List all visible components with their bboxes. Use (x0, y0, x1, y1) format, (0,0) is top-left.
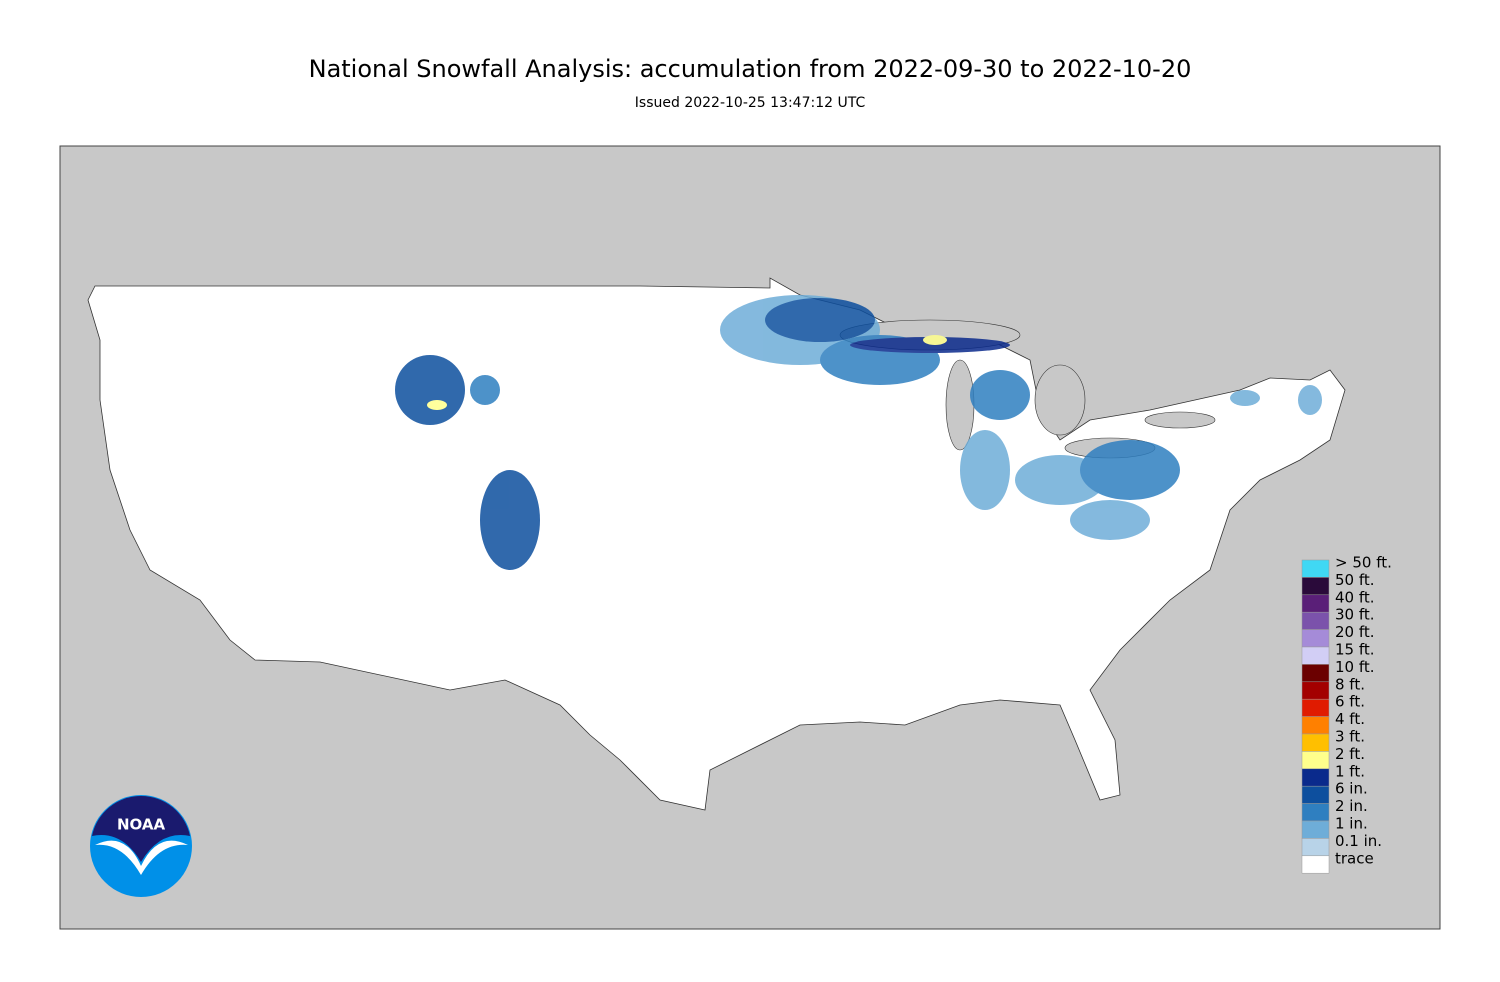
legend-label: trace (1335, 849, 1374, 867)
legend-label: 3 ft. (1335, 728, 1365, 746)
legend-swatch (1301, 646, 1330, 665)
legend-label: 1 in. (1335, 815, 1368, 833)
legend-swatch (1301, 698, 1330, 717)
legend-label: 2 ft. (1335, 745, 1365, 763)
legend-swatch (1301, 611, 1330, 630)
snow-areas (395, 295, 1322, 570)
subtitle: Issued 2022-10-25 13:47:12 UTC (635, 95, 866, 111)
legend-label: 50 ft. (1335, 571, 1375, 589)
legend-label: 1 ft. (1335, 762, 1365, 780)
legend-swatch (1301, 629, 1330, 648)
legend-swatch (1301, 716, 1330, 735)
legend-swatch (1301, 820, 1330, 839)
legend-swatch (1301, 733, 1330, 752)
legend-label: 6 ft. (1335, 693, 1365, 711)
legend-swatch (1301, 577, 1330, 596)
legend-swatch (1301, 803, 1330, 822)
legend-label: > 50 ft. (1335, 554, 1392, 572)
legend-label: 8 ft. (1335, 675, 1365, 693)
legend-label: 30 ft. (1335, 606, 1375, 624)
map (59, 145, 1441, 930)
legend: > 50 ft.50 ft.40 ft.30 ft.20 ft.15 ft.10… (1301, 554, 1392, 874)
legend-swatch (1301, 681, 1330, 700)
legend-label: 0.1 in. (1335, 832, 1382, 850)
legend-swatch (1301, 785, 1330, 804)
title: National Snowfall Analysis: accumulation… (309, 55, 1192, 83)
legend-label: 2 in. (1335, 797, 1368, 815)
noaa-logo: NOAA (90, 795, 192, 897)
legend-label: 4 ft. (1335, 710, 1365, 728)
legend-label: 40 ft. (1335, 588, 1375, 606)
legend-swatch (1301, 838, 1330, 857)
legend-swatch (1301, 664, 1330, 683)
legend-swatch (1301, 768, 1330, 787)
legend-swatch (1301, 559, 1330, 578)
legend-swatch (1301, 594, 1330, 613)
legend-label: 15 ft. (1335, 641, 1375, 659)
legend-label: 20 ft. (1335, 623, 1375, 641)
legend-label: 6 in. (1335, 780, 1368, 798)
legend-swatch (1301, 751, 1330, 770)
logo-text: NOAA (117, 816, 166, 834)
legend-swatch (1301, 855, 1330, 874)
legend-label: 10 ft. (1335, 658, 1375, 676)
